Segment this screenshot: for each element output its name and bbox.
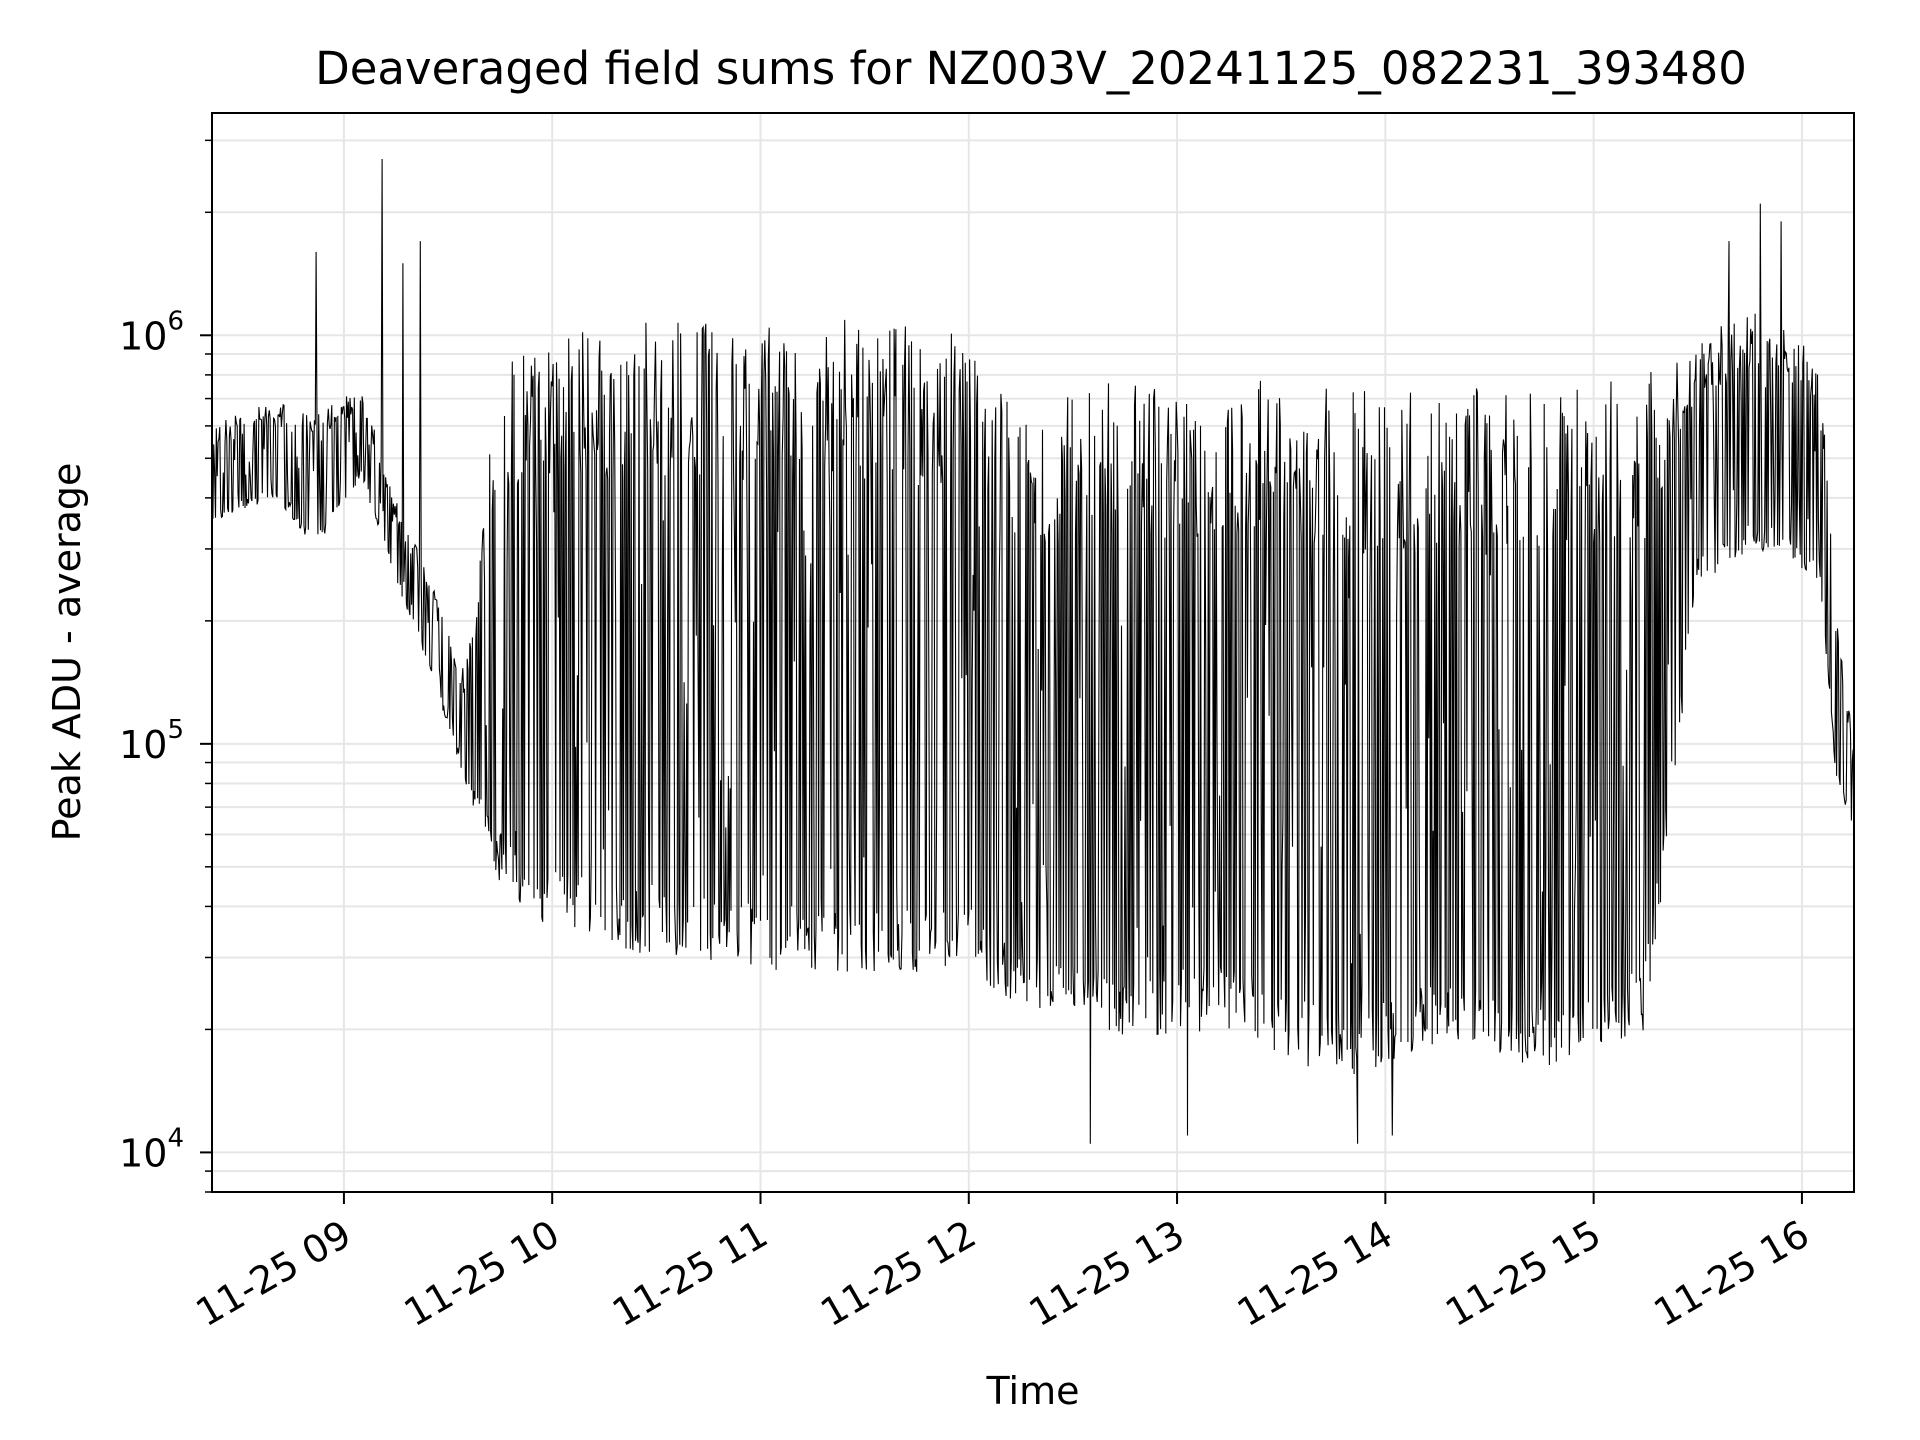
series-line: [211, 158, 1855, 1144]
x-axis-label: Time: [986, 1369, 1080, 1413]
plot-frame: [211, 112, 1855, 1193]
y-axis-label: Peak ADU - average: [45, 463, 89, 842]
chart-title: Deaveraged field sums for NZ003V_2024112…: [315, 42, 1747, 95]
